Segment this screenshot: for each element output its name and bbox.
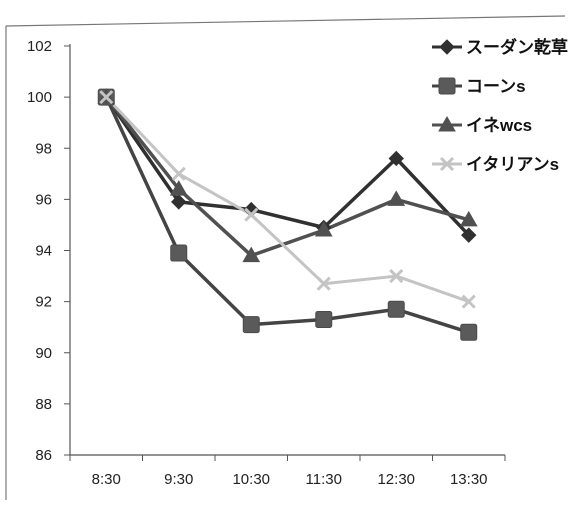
series-2-point (387, 300, 405, 318)
x-tick-label: 9:30 (164, 471, 193, 488)
legend-marker-2 (438, 77, 456, 95)
y-tick-label: 94 (35, 243, 52, 260)
series-line-1 (104, 96, 471, 237)
legend-marker-3 (438, 115, 456, 132)
x-axis-ticks: 8:30 9:30 10:30 11:30 12:30 13:30 (69, 455, 506, 488)
series-1-point (388, 150, 404, 167)
x-tick-label: 12:30 (377, 471, 415, 488)
frame-top-border (5, 15, 566, 27)
series-1-point (461, 227, 477, 243)
y-tick-label: 88 (35, 396, 52, 413)
series-3-point (242, 246, 261, 263)
x-tick-label: 13:30 (450, 471, 488, 488)
y-tick-label: 90 (35, 345, 52, 362)
legend-marker-1 (439, 39, 455, 55)
y-tick-label: 100 (27, 89, 52, 106)
legend-label-1: スーダン乾草 (466, 37, 568, 57)
y-tick-label: 98 (35, 140, 52, 157)
series-lines (104, 96, 471, 334)
series-4-point (316, 276, 331, 291)
y-axis-ticks: 86 88 90 92 94 96 98 100 102 (27, 38, 70, 464)
y-tick-label: 102 (27, 38, 52, 55)
series-4-point (244, 207, 259, 222)
series-3-point (314, 221, 333, 237)
series-4-point (389, 269, 404, 284)
legend-marker-4 (439, 156, 455, 172)
series-3-point (387, 190, 406, 206)
series-2-point (242, 316, 260, 334)
y-tick-label: 86 (35, 447, 52, 464)
series-3-point (459, 210, 478, 227)
y-tick-label: 96 (35, 191, 52, 208)
series-line-4 (105, 96, 470, 304)
y-tick-label: 92 (35, 294, 52, 311)
x-tick-label: 8:30 (92, 471, 121, 488)
series-4-point (461, 294, 476, 309)
legend-label-4: イタリアンs (466, 155, 559, 174)
series-markers (97, 88, 478, 341)
x-tick-label: 10:30 (232, 471, 270, 488)
series-4-point (171, 166, 186, 181)
legend-label-2: コーンs (466, 77, 526, 96)
series-2-point (460, 323, 478, 341)
series-line-3 (104, 96, 470, 258)
legend-label-3: イネwcs (466, 116, 532, 135)
chart-frame (5, 15, 566, 500)
series-3-point (169, 180, 188, 196)
series-1-point (171, 194, 187, 210)
series-2-point (170, 244, 188, 262)
series-line-2 (104, 96, 470, 334)
series-4-point (99, 90, 114, 105)
x-tick-label: 11:30 (306, 471, 342, 488)
series-2-point (315, 311, 333, 329)
